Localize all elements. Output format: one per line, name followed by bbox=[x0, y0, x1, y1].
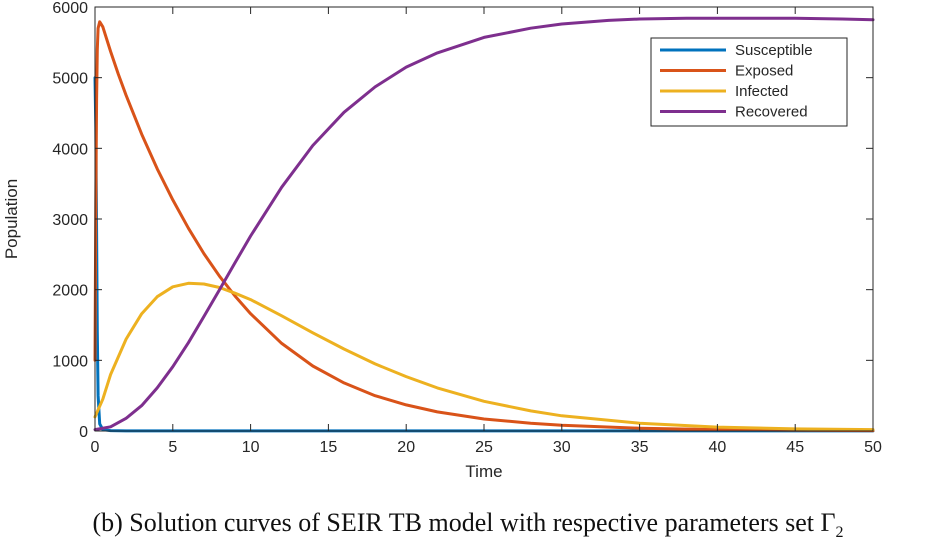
x-tick-label: 25 bbox=[475, 439, 493, 456]
legend: Susceptible Exposed Infected Recovered bbox=[650, 37, 848, 127]
x-tick-label: 10 bbox=[242, 439, 260, 456]
series-line-infected bbox=[93, 281, 875, 432]
y-tick-label: 1000 bbox=[52, 353, 88, 370]
chart: 0 5 10 15 20 25 30 35 40 45 50 0 1000 2000 3000 4000 500… bbox=[2, 0, 882, 481]
y-tick-label: 4000 bbox=[52, 141, 88, 158]
x-tick-label: 15 bbox=[320, 439, 338, 456]
legend-label-recovered: Recovered bbox=[735, 104, 808, 121]
x-tick-label: 50 bbox=[864, 439, 882, 456]
x-axis-label: Time bbox=[465, 462, 502, 481]
legend-label-susceptible: Susceptible bbox=[735, 42, 813, 59]
legend-label-exposed: Exposed bbox=[735, 63, 793, 80]
y-tick-label: 5000 bbox=[52, 71, 88, 88]
x-tick-label: 45 bbox=[786, 439, 804, 456]
ticks-layer: 0 5 10 15 20 25 30 35 40 45 50 0 1000 2000 3000 4000 500… bbox=[52, 0, 882, 456]
x-tick-label: 5 bbox=[168, 439, 177, 456]
series-line-recovered bbox=[93, 16, 875, 432]
caption-subscript: 2 bbox=[835, 524, 844, 541]
x-tick-label: 40 bbox=[709, 439, 727, 456]
caption-text: (b) Solution curves of SEIR TB model wit… bbox=[92, 508, 836, 537]
x-tick-label: 20 bbox=[397, 439, 415, 456]
y-tick-label: 6000 bbox=[52, 0, 88, 17]
legend-label-infected: Infected bbox=[735, 83, 788, 100]
series-line-exposed bbox=[93, 20, 875, 433]
x-tick-label: 35 bbox=[631, 439, 649, 456]
y-tick-label: 2000 bbox=[52, 283, 88, 300]
y-tick-label: 0 bbox=[79, 424, 88, 441]
y-tick-label: 3000 bbox=[52, 212, 88, 229]
figure-caption: (b) Solution curves of SEIR TB model wit… bbox=[0, 508, 936, 548]
x-tick-label: 30 bbox=[553, 439, 571, 456]
y-axis-label: Population bbox=[2, 179, 21, 259]
x-tick-label: 0 bbox=[91, 439, 100, 456]
